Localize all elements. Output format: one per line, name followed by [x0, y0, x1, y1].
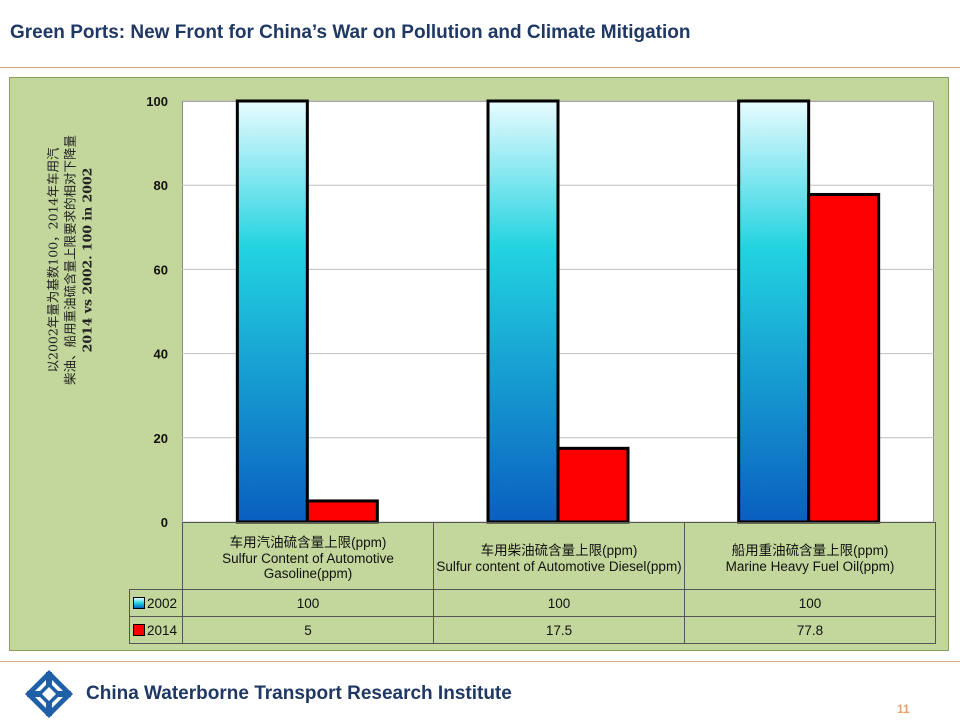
legend-label: 2002 [147, 595, 178, 611]
data-label: 100 [182, 589, 434, 617]
data-label: 77.8 [684, 616, 936, 644]
category-cell: 车用汽油硫含量上限(ppm) Sulfur Content of Automot… [182, 522, 434, 590]
category-label-zh: 车用柴油硫含量上限(ppm) [480, 542, 638, 558]
cwtri-logo-icon [25, 670, 73, 718]
category-label-zh: 船用重油硫含量上限(ppm) [731, 542, 889, 558]
category-cell: 船用重油硫含量上限(ppm) Marine Heavy Fuel Oil(ppm… [684, 522, 936, 590]
legend-label: 2014 [147, 622, 178, 638]
y-tick-label: 40 [154, 347, 168, 362]
y-tick-label: 20 [154, 431, 168, 446]
bar-2002-2 [737, 99, 811, 524]
legend-key-2014 [133, 623, 145, 636]
bar-2014-2 [807, 192, 881, 524]
category-label-en: Marine Heavy Fuel Oil(ppm) [725, 558, 895, 574]
data-label: 100 [684, 589, 936, 617]
footer-org-name: China Waterborne Transport Research Inst… [86, 683, 512, 704]
title-rule [0, 67, 960, 68]
footer-rule [0, 661, 960, 662]
data-table: 车用汽油硫含量上限(ppm) Sulfur Content of Automot… [129, 522, 936, 644]
data-label: 5 [182, 616, 434, 644]
category-cell: 车用柴油硫含量上限(ppm) Sulfur content of Automot… [433, 522, 685, 590]
slide-title: Green Ports: New Front for China’s War o… [10, 22, 691, 43]
bar-2002-0 [235, 99, 309, 524]
category-label-zh: 车用汽油硫含量上限(ppm) [229, 535, 387, 550]
page-number: 11 [897, 702, 910, 716]
y-tick-label: 80 [154, 178, 168, 193]
bar-2014-0 [305, 499, 379, 524]
y-tick-label: 60 [154, 262, 168, 277]
y-tick-label: 100 [146, 94, 168, 109]
category-label-en: Sulfur content of Automotive Diesel(ppm) [436, 558, 682, 574]
bar-2014-1 [556, 446, 630, 524]
data-label: 17.5 [433, 616, 685, 644]
legend-entry-2002: 2002 [129, 589, 183, 617]
data-label: 100 [433, 589, 685, 617]
legend-entry-2014: 2014 [129, 616, 183, 644]
category-label-en: Sulfur Content of Automotive Gasoline(pp… [222, 551, 394, 581]
table-corner [129, 522, 183, 590]
legend-key-2002 [133, 596, 145, 609]
bar-2002-1 [486, 99, 560, 524]
